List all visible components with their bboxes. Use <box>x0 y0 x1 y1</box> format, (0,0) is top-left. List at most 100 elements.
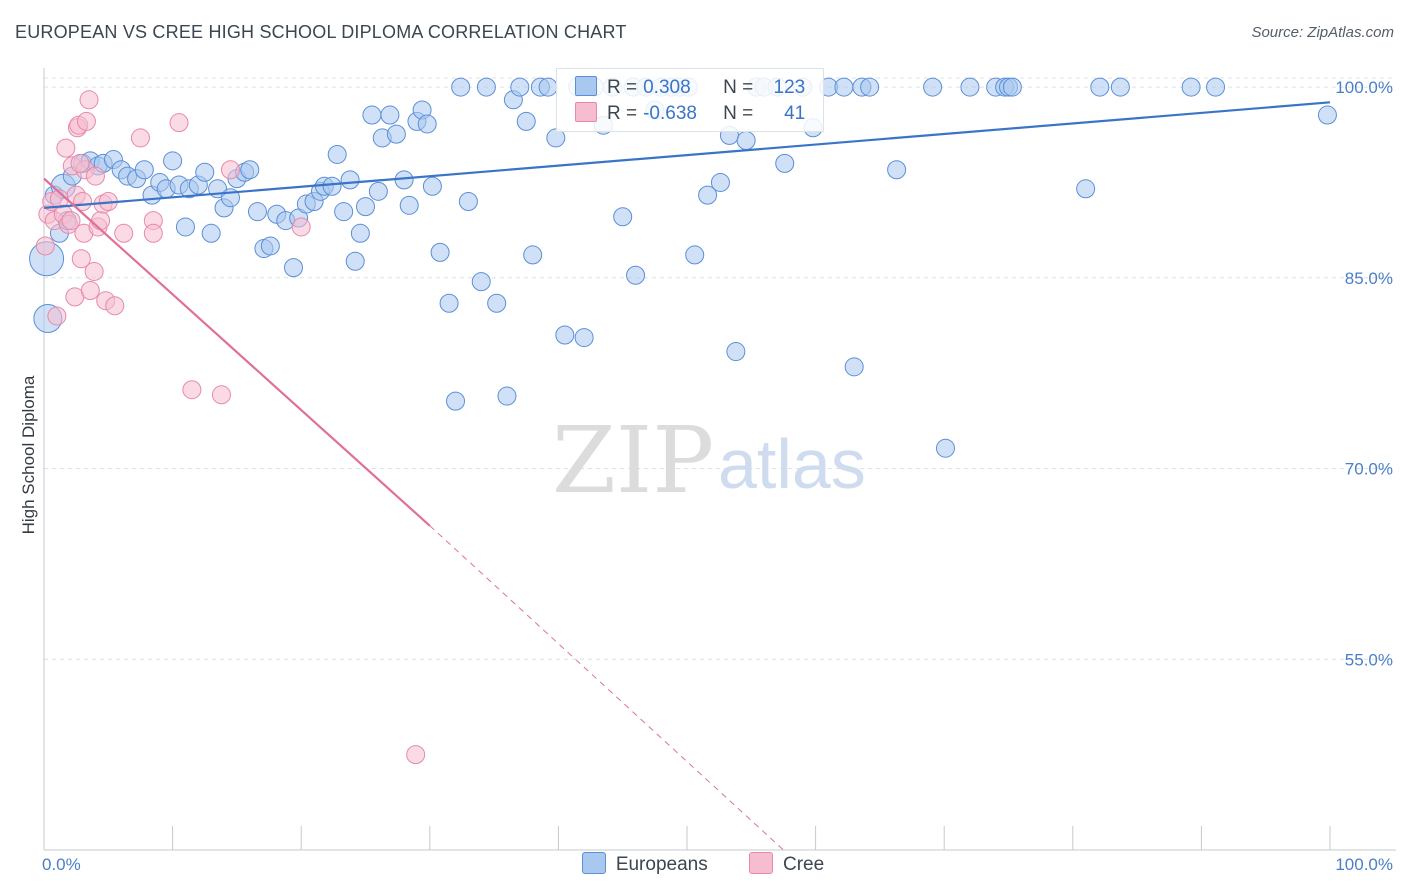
stats-row-europeans: R = 0.308 N = 123 <box>575 76 805 100</box>
europeans-point[interactable] <box>260 236 280 256</box>
europeans-point[interactable] <box>446 391 466 411</box>
europeans-point[interactable] <box>247 202 267 222</box>
europeans-point[interactable] <box>923 77 943 97</box>
europeans-point[interactable] <box>887 160 907 180</box>
cree-point[interactable] <box>84 261 104 281</box>
europeans-point[interactable] <box>516 111 536 131</box>
cree-point[interactable] <box>143 223 163 243</box>
europeans-point[interactable] <box>935 438 955 458</box>
cree-point[interactable] <box>406 745 426 765</box>
europeans-point[interactable] <box>960 77 980 97</box>
europeans-point[interactable] <box>476 77 496 97</box>
watermark-atlas: atlas <box>718 425 866 503</box>
europeans-point[interactable] <box>538 77 558 97</box>
europeans-point[interactable] <box>439 293 459 313</box>
europeans-point[interactable] <box>356 197 375 217</box>
europeans-point[interactable] <box>471 272 491 292</box>
cree-r-label: R = <box>607 103 638 124</box>
bottom-legend: Europeans Cree <box>0 852 1406 876</box>
cree-point[interactable] <box>80 281 100 301</box>
cree-point[interactable] <box>182 380 202 400</box>
cree-swatch <box>575 102 597 122</box>
europeans-point[interactable] <box>327 144 347 164</box>
cree-point[interactable] <box>56 138 76 158</box>
europeans-point[interactable] <box>698 185 718 205</box>
y-tick-label: 55.0% <box>1345 650 1393 669</box>
cree-point[interactable] <box>85 166 105 186</box>
cree-point[interactable] <box>76 111 96 131</box>
cree-point[interactable] <box>47 306 67 326</box>
europeans-point[interactable] <box>497 386 517 406</box>
cree-point[interactable] <box>211 385 231 405</box>
europeans-point[interactable] <box>430 242 450 262</box>
legend-label-cree: Cree <box>783 854 825 875</box>
europeans-point[interactable] <box>134 160 154 180</box>
europeans-point[interactable] <box>523 245 543 265</box>
cree-point[interactable] <box>220 160 240 180</box>
cree-point[interactable] <box>169 113 189 133</box>
legend-item-cree[interactable]: Cree <box>749 852 824 876</box>
legend-item-europeans[interactable]: Europeans <box>581 852 708 876</box>
europeans-point[interactable] <box>386 124 406 144</box>
europeans-point[interactable] <box>368 181 388 201</box>
europeans-point[interactable] <box>510 77 530 97</box>
tick-labels: 55.0% 70.0% 85.0% 100.0% 0.0% 100.0% <box>42 78 1393 874</box>
europeans-point[interactable] <box>422 176 442 196</box>
cree-point[interactable] <box>130 128 150 148</box>
europeans-point[interactable] <box>710 172 730 192</box>
europeans-point[interactable] <box>345 251 365 271</box>
europeans-point[interactable] <box>417 114 437 134</box>
cree-point[interactable] <box>61 211 81 231</box>
europeans-point[interactable] <box>340 170 360 190</box>
cree-point[interactable] <box>91 211 111 231</box>
europeans-point[interactable] <box>1076 179 1096 199</box>
europeans-point[interactable] <box>844 357 864 377</box>
europeans-point[interactable] <box>626 265 646 285</box>
europeans-point[interactable] <box>362 105 382 125</box>
europeans-point[interactable] <box>574 328 594 348</box>
europeans-point[interactable] <box>1317 105 1337 125</box>
legend-swatch-cree <box>749 852 773 874</box>
europeans-point[interactable] <box>613 207 633 227</box>
europeans-point[interactable] <box>334 202 354 222</box>
europeans-point[interactable] <box>350 223 370 243</box>
europeans-point[interactable] <box>1110 77 1130 97</box>
europeans-point[interactable] <box>1002 77 1022 97</box>
europeans-point[interactable] <box>201 223 221 243</box>
europeans-r-value: 0.308 <box>643 77 691 98</box>
europeans-n-label: N = <box>723 77 754 98</box>
europeans-point[interactable] <box>860 77 880 97</box>
source-label: Source: ZipAtlas.com <box>1251 24 1394 41</box>
europeans-point[interactable] <box>487 293 507 313</box>
europeans-point[interactable] <box>175 217 195 237</box>
europeans-point[interactable] <box>555 325 575 345</box>
cree-point[interactable] <box>105 296 125 316</box>
europeans-point[interactable] <box>775 153 795 173</box>
europeans-point[interactable] <box>322 176 342 196</box>
europeans-point[interactable] <box>451 77 471 97</box>
europeans-point[interactable] <box>458 192 478 212</box>
europeans-point[interactable] <box>834 77 854 97</box>
europeans-point[interactable] <box>1090 77 1110 97</box>
cree-trend-line <box>43 177 431 527</box>
europeans-point[interactable] <box>736 130 756 150</box>
y-axis-title: High School Diploma <box>19 375 38 534</box>
europeans-trend-line <box>43 101 1331 209</box>
europeans-point[interactable] <box>726 342 746 362</box>
europeans-point[interactable] <box>195 162 215 182</box>
europeans-point[interactable] <box>685 245 705 265</box>
europeans-point[interactable] <box>399 195 419 215</box>
cree-point[interactable] <box>291 217 311 237</box>
cree-point[interactable] <box>35 236 55 256</box>
cree-point[interactable] <box>71 249 91 269</box>
cree-point[interactable] <box>70 153 90 173</box>
europeans-point[interactable] <box>1181 77 1201 97</box>
europeans-point[interactable] <box>1206 77 1226 97</box>
cree-point[interactable] <box>79 90 99 110</box>
europeans-point[interactable] <box>283 258 303 278</box>
europeans-point[interactable] <box>546 128 566 148</box>
europeans-point[interactable] <box>380 105 400 125</box>
europeans-point[interactable] <box>163 151 183 171</box>
europeans-point[interactable] <box>240 160 260 180</box>
cree-point[interactable] <box>114 223 134 243</box>
